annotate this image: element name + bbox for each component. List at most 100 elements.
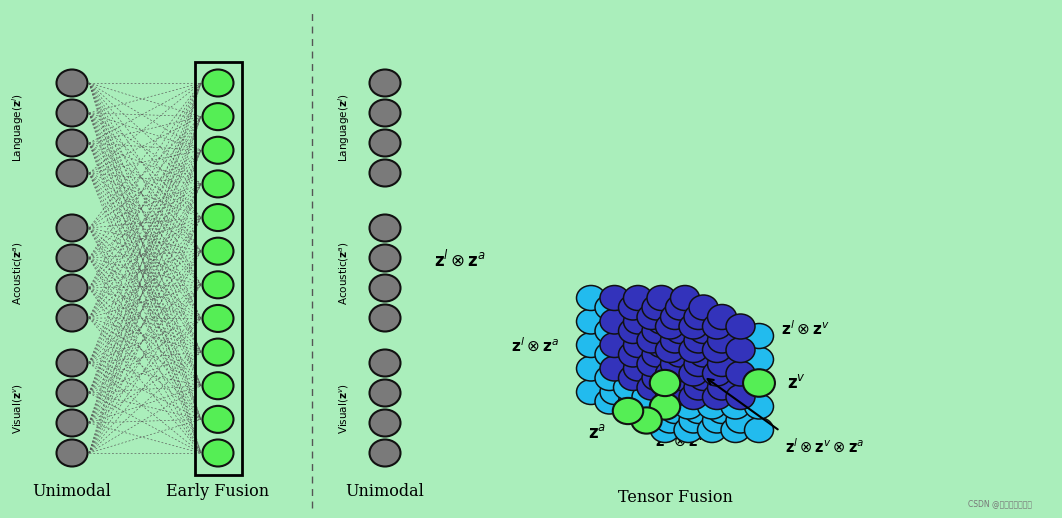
Ellipse shape [651, 324, 680, 349]
Ellipse shape [744, 324, 773, 349]
Text: Tensor Fusion: Tensor Fusion [618, 490, 733, 507]
Ellipse shape [203, 271, 234, 298]
Ellipse shape [744, 394, 773, 419]
Ellipse shape [721, 394, 750, 419]
Ellipse shape [707, 328, 737, 353]
Text: $\mathbf{z}^a \otimes \mathbf{z}^v$: $\mathbf{z}^a \otimes \mathbf{z}^v$ [655, 433, 705, 449]
Ellipse shape [595, 295, 624, 320]
Ellipse shape [600, 309, 629, 334]
Ellipse shape [651, 370, 680, 396]
Ellipse shape [684, 328, 713, 353]
Ellipse shape [661, 352, 689, 377]
Ellipse shape [370, 275, 400, 301]
Ellipse shape [56, 410, 87, 437]
Ellipse shape [370, 439, 400, 467]
Ellipse shape [670, 309, 700, 334]
Ellipse shape [689, 342, 718, 367]
Ellipse shape [670, 380, 700, 405]
Ellipse shape [698, 370, 726, 396]
Ellipse shape [618, 366, 648, 391]
Ellipse shape [726, 408, 755, 433]
Ellipse shape [643, 319, 671, 343]
Bar [194, 62, 241, 474]
Ellipse shape [370, 305, 400, 332]
Text: $\mathbf{z}^v$: $\mathbf{z}^v$ [787, 374, 806, 392]
Ellipse shape [637, 375, 666, 400]
Ellipse shape [637, 398, 666, 424]
Ellipse shape [577, 333, 605, 357]
Ellipse shape [650, 393, 681, 420]
Ellipse shape [647, 309, 676, 334]
Ellipse shape [674, 394, 703, 419]
Ellipse shape [370, 69, 400, 96]
Ellipse shape [203, 204, 234, 231]
Ellipse shape [707, 352, 737, 377]
Ellipse shape [203, 69, 234, 96]
Ellipse shape [744, 347, 773, 372]
Ellipse shape [577, 380, 605, 405]
Ellipse shape [655, 338, 685, 363]
Ellipse shape [721, 347, 750, 372]
Ellipse shape [650, 370, 681, 396]
Ellipse shape [655, 384, 685, 410]
Ellipse shape [600, 333, 629, 357]
Ellipse shape [56, 350, 87, 377]
Text: Unimodal: Unimodal [33, 482, 112, 499]
Ellipse shape [637, 328, 666, 353]
Ellipse shape [651, 347, 680, 372]
Ellipse shape [726, 314, 755, 339]
Ellipse shape [679, 384, 708, 410]
Ellipse shape [698, 394, 726, 419]
Ellipse shape [203, 439, 234, 467]
Ellipse shape [370, 160, 400, 186]
Ellipse shape [661, 375, 689, 400]
Ellipse shape [651, 418, 680, 442]
Ellipse shape [702, 361, 732, 386]
Ellipse shape [203, 372, 234, 399]
Text: Language($\mathbf{z}^l$): Language($\mathbf{z}^l$) [336, 94, 352, 163]
Ellipse shape [684, 375, 713, 400]
Ellipse shape [679, 361, 708, 386]
Ellipse shape [203, 137, 234, 164]
Ellipse shape [577, 356, 605, 381]
Ellipse shape [744, 370, 773, 396]
Ellipse shape [203, 170, 234, 197]
Ellipse shape [614, 328, 643, 353]
Ellipse shape [674, 418, 703, 442]
Ellipse shape [577, 309, 605, 334]
Ellipse shape [702, 384, 732, 410]
Ellipse shape [655, 408, 685, 433]
Ellipse shape [643, 389, 671, 414]
Ellipse shape [577, 285, 605, 310]
Ellipse shape [647, 356, 676, 381]
Ellipse shape [689, 389, 718, 414]
Ellipse shape [726, 361, 755, 386]
Ellipse shape [684, 398, 713, 424]
Ellipse shape [666, 319, 695, 343]
Ellipse shape [743, 369, 775, 397]
Text: Visual($\mathbf{z}^v$): Visual($\mathbf{z}^v$) [12, 382, 24, 434]
Ellipse shape [698, 324, 726, 349]
Ellipse shape [56, 380, 87, 407]
Ellipse shape [643, 295, 671, 320]
Ellipse shape [370, 99, 400, 126]
Ellipse shape [56, 99, 87, 126]
Ellipse shape [595, 319, 624, 343]
Ellipse shape [679, 408, 708, 433]
Text: Unimodal: Unimodal [345, 482, 425, 499]
Ellipse shape [721, 370, 750, 396]
Ellipse shape [595, 389, 624, 414]
Ellipse shape [614, 398, 643, 424]
Ellipse shape [614, 352, 643, 377]
Text: CSDN @我是大黄同学呀: CSDN @我是大黄同学呀 [967, 499, 1032, 509]
Ellipse shape [655, 314, 685, 339]
Ellipse shape [670, 333, 700, 357]
Ellipse shape [707, 305, 737, 329]
Ellipse shape [632, 408, 661, 433]
Ellipse shape [637, 305, 666, 329]
Ellipse shape [370, 214, 400, 241]
Ellipse shape [203, 305, 234, 332]
Text: $\mathbf{z}^l \otimes \mathbf{z}^v \otimes \mathbf{z}^a$: $\mathbf{z}^l \otimes \mathbf{z}^v \otim… [785, 437, 864, 455]
Ellipse shape [661, 398, 689, 424]
Ellipse shape [56, 275, 87, 301]
